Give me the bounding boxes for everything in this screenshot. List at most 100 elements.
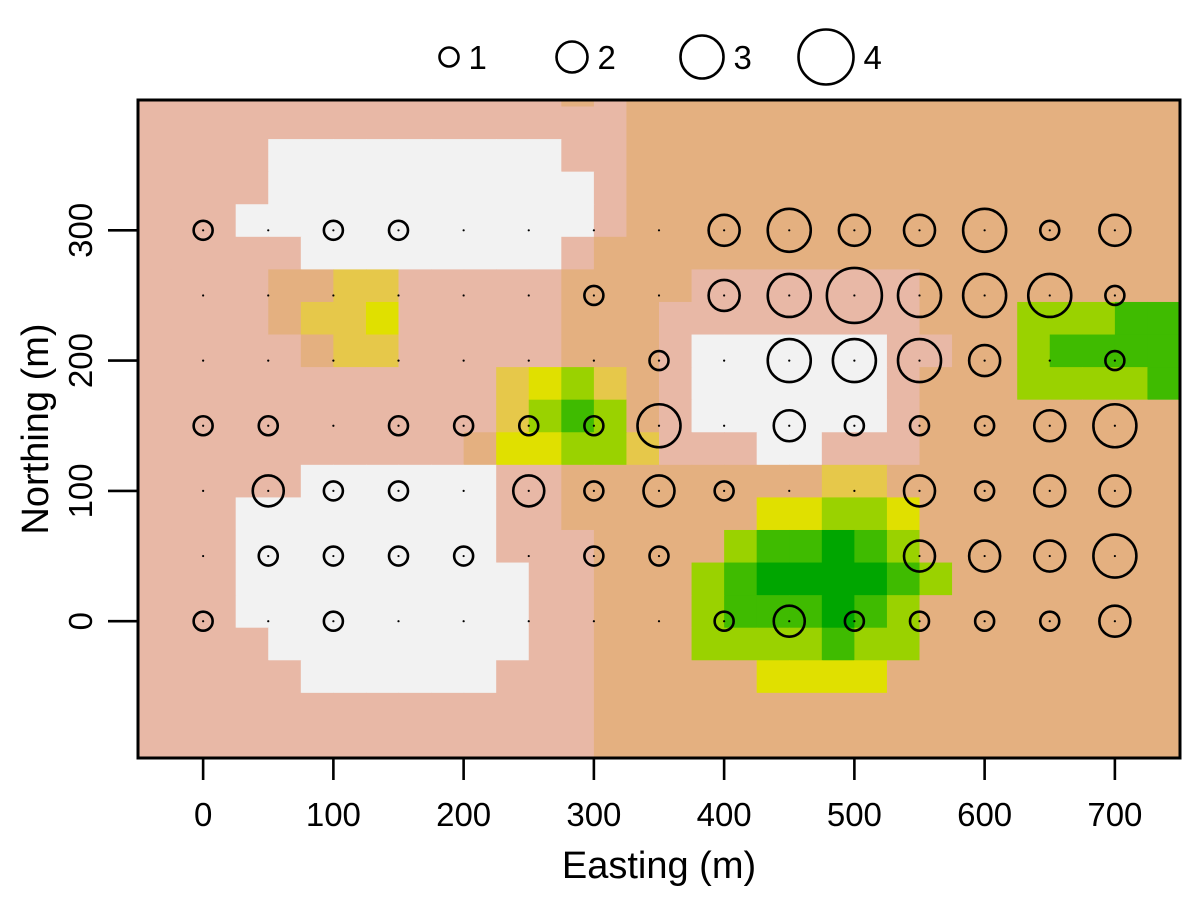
raster-cell [1114, 106, 1149, 140]
data-point-center [1048, 620, 1051, 623]
raster-cell [528, 171, 562, 205]
raster-cell [1017, 236, 1051, 270]
data-bubble [387, 480, 410, 502]
data-point-center [202, 424, 205, 427]
raster-cell [528, 367, 562, 401]
raster-cell [300, 236, 334, 270]
raster-cell [821, 464, 855, 498]
raster-cell [593, 236, 628, 270]
raster-cell [235, 692, 269, 727]
data-bubble [387, 414, 410, 437]
raster-cell [561, 692, 595, 727]
data-bubble [707, 213, 741, 248]
raster-cell [919, 100, 953, 108]
data-point-center [918, 620, 921, 623]
raster-cell [691, 562, 725, 596]
raster-cell [333, 301, 367, 336]
raster-cell [561, 725, 595, 759]
raster-cell [496, 106, 530, 140]
raster-cell [919, 236, 953, 270]
raster-cell [1082, 106, 1116, 140]
raster-cell [268, 627, 302, 661]
raster-cell [854, 399, 888, 433]
raster-cell [365, 171, 400, 205]
raster-cell [300, 692, 334, 727]
raster-cell [138, 139, 172, 173]
raster-cell [333, 399, 367, 433]
raster-cell [659, 301, 693, 336]
data-point-center [267, 294, 270, 297]
raster-cell [756, 432, 790, 466]
raster-cell [821, 562, 855, 596]
raster-cell [268, 497, 302, 531]
y-tick-label: 100 [62, 463, 99, 518]
raster-cell [1082, 171, 1116, 205]
raster-cell [138, 236, 172, 270]
data-point-center [657, 554, 661, 558]
raster-cell [1017, 139, 1051, 173]
raster-cell [984, 139, 1018, 173]
raster-cell [170, 269, 204, 303]
raster-cell [561, 497, 595, 531]
data-bubble [1026, 272, 1073, 319]
raster-cell [431, 660, 465, 694]
raster-cell [789, 100, 823, 108]
data-point-center [918, 359, 921, 362]
raster-cell [528, 236, 562, 270]
raster-cell [919, 139, 953, 173]
raster-cell [593, 562, 628, 596]
raster-cell [300, 627, 334, 661]
raster-cell [496, 171, 530, 205]
raster-cell [626, 236, 660, 270]
raster-cell [496, 367, 530, 401]
raster-cell [659, 106, 693, 140]
raster-cell [300, 171, 334, 205]
raster-cell [300, 106, 334, 140]
raster-cell [365, 432, 400, 466]
raster-cell [659, 367, 693, 401]
raster-cell [203, 399, 237, 433]
data-point-center [527, 620, 530, 623]
raster-cell [659, 692, 693, 727]
raster-cell [886, 660, 921, 694]
data-bubble [896, 337, 943, 384]
data-bubble [713, 610, 735, 632]
raster-cell [561, 627, 595, 661]
data-point-center [202, 294, 205, 297]
raster-cell [756, 497, 790, 531]
raster-cell [203, 100, 237, 108]
raster-cell [593, 497, 628, 531]
x-tick-label: 300 [566, 796, 621, 833]
raster-cell [821, 139, 855, 173]
raster-cell [593, 106, 628, 140]
raster-cell [1017, 692, 1051, 727]
raster-cell [561, 106, 595, 140]
raster-cell [724, 139, 758, 173]
legend-symbol [438, 46, 460, 68]
raster-cell [268, 725, 302, 759]
raster-cell [886, 106, 921, 140]
raster-cell [1082, 725, 1116, 759]
raster-cell [789, 106, 823, 140]
raster-cell [203, 627, 237, 661]
raster-cell [463, 236, 497, 270]
data-point-center [267, 554, 270, 558]
raster-cell [952, 301, 986, 336]
data-point-center [592, 359, 595, 362]
raster-cell [626, 367, 660, 401]
data-point-center [462, 424, 465, 427]
data-point-center [723, 424, 726, 427]
data-point-center [267, 229, 270, 232]
raster-cell [821, 692, 855, 727]
raster-cell [691, 139, 725, 173]
raster-cell [854, 725, 888, 759]
data-bubble [902, 213, 937, 248]
data-bubble [896, 272, 943, 319]
raster-cell [854, 464, 888, 498]
raster-cell [170, 692, 204, 727]
raster-cell [1082, 100, 1116, 108]
raster-cell [626, 562, 660, 596]
raster-cell [398, 139, 432, 173]
raster-cell [138, 432, 172, 466]
